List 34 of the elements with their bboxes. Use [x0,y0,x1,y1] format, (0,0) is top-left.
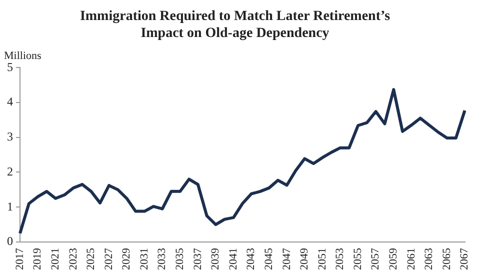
x-tick-label: 2057 [370,248,382,270]
x-tick-label: 2031 [138,248,150,270]
y-tick-label: 3 [7,130,13,144]
y-tick-label: 2 [7,164,13,178]
x-tick-label: 2043 [245,248,258,270]
x-tick-label: 2045 [262,248,275,270]
x-tick-label: 2063 [423,248,436,270]
y-tick-label: 0 [7,234,13,248]
x-tick-label: 2021 [49,248,62,270]
x-tick-label: 2027 [102,248,115,270]
x-tick-label: 2029 [120,248,133,270]
x-tick-label: 2051 [316,248,328,270]
x-tick-label: 2061 [405,248,418,270]
y-tick-label: 4 [7,94,13,109]
x-tick-label: 2049 [298,248,311,270]
x-tick-label: 2059 [388,248,400,270]
x-tick-label: 2033 [156,248,168,270]
y-tick-label: 5 [7,60,13,74]
x-tick-label: 2017 [14,248,26,270]
x-tick-label: 2035 [174,248,186,270]
x-tick-label: 2023 [67,248,80,270]
x-tick-label: 2037 [192,248,204,270]
x-tick-label: 2019 [32,248,44,270]
x-tick-label: 2025 [85,248,98,270]
x-tick-label: 2053 [334,248,346,270]
x-tick-label: 2041 [227,248,240,270]
x-tick-label: 2047 [280,248,293,270]
chart-title: Immigration Required to Match Later Retirement’s Impact on Old-age Dependency [80,9,391,41]
y-tick-label: 1 [7,199,13,214]
x-tick-label: 2065 [440,248,453,270]
y-axis-title: Millions [4,50,42,62]
x-tick-label: 2055 [352,248,364,270]
x-tick-label: 2039 [210,248,222,270]
x-tick-label: 2067 [458,248,471,270]
